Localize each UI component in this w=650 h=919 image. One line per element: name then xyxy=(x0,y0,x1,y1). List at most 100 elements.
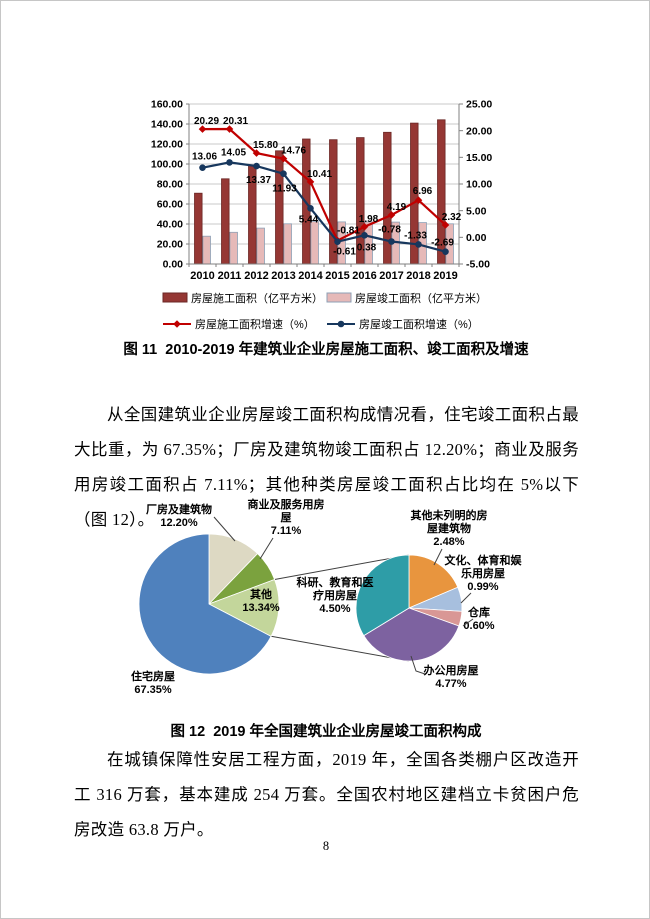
svg-text:20.00: 20.00 xyxy=(157,239,183,251)
paragraph-completion-composition: 从全国建筑业企业房屋竣工面积构成情况看，住宅竣工面积占最大比重，为 67.35%… xyxy=(74,405,579,529)
svg-text:住宅房屋: 住宅房屋 xyxy=(131,669,175,683)
svg-text:20.31: 20.31 xyxy=(223,116,248,127)
svg-text:厂房及建筑物: 厂房及建筑物 xyxy=(146,502,212,516)
svg-text:其他未列明的房: 其他未列明的房 xyxy=(411,508,488,522)
svg-text:其他: 其他 xyxy=(250,587,272,601)
primary-slice-3 xyxy=(138,533,272,675)
svg-text:-1.33: -1.33 xyxy=(404,230,427,241)
svg-text:-0.78: -0.78 xyxy=(378,224,401,235)
svg-text:7.11%: 7.11% xyxy=(271,525,302,537)
svg-text:120.00: 120.00 xyxy=(151,139,183,151)
svg-text:15.00: 15.00 xyxy=(466,152,492,164)
figure12-caption: 图 12 2019 年全国建筑业企业房屋竣工面积构成 xyxy=(170,724,482,740)
pie-connector-lines xyxy=(271,554,410,662)
page-number: 8 xyxy=(322,839,330,853)
svg-text:1.98: 1.98 xyxy=(359,214,379,225)
svg-text:80.00: 80.00 xyxy=(157,179,183,191)
svg-text:14.76: 14.76 xyxy=(281,146,306,157)
secondary-slice-0 xyxy=(408,554,459,609)
svg-text:14.05: 14.05 xyxy=(221,147,246,158)
svg-text:12.20%: 12.20% xyxy=(160,517,198,529)
svg-text:10.41: 10.41 xyxy=(307,169,332,180)
paragraph-housing-projects: 在城镇保障性安居工程方面，2019 年，全国各类棚户区改造开工 316 万套，基… xyxy=(74,750,579,839)
svg-text:5.00: 5.00 xyxy=(466,205,487,217)
svg-text:-0.81: -0.81 xyxy=(337,226,360,237)
svg-text:2011: 2011 xyxy=(218,270,242,282)
axes: 0.00 20.00 40.00 60.00 80.00 100.00 120.00 140.… xyxy=(151,99,493,282)
primary-slice-2 xyxy=(208,578,280,637)
svg-text:房屋施工面积（亿平方米）: 房屋施工面积（亿平方米） xyxy=(191,291,323,305)
svg-text:2010: 2010 xyxy=(190,270,214,282)
svg-text:4.50%: 4.50% xyxy=(319,603,350,615)
svg-text:140.00: 140.00 xyxy=(151,119,183,131)
svg-text:13.37: 13.37 xyxy=(246,175,271,186)
svg-text:疗用房屋: 疗用房屋 xyxy=(313,588,357,602)
svg-text:乐用房屋: 乐用房屋 xyxy=(461,566,505,580)
svg-text:-0.61: -0.61 xyxy=(333,247,356,258)
bar-2013-s0 xyxy=(275,150,284,265)
secondary-pie xyxy=(355,554,463,662)
bar-2015-s0 xyxy=(329,139,338,265)
svg-text:2.48%: 2.48% xyxy=(433,536,464,548)
svg-text:20.00: 20.00 xyxy=(466,125,492,137)
svg-text:屋: 屋 xyxy=(281,511,292,524)
bar-2011-s1 xyxy=(229,231,238,265)
svg-text:2.32: 2.32 xyxy=(442,212,462,223)
svg-text:2015: 2015 xyxy=(325,270,349,282)
svg-text:屋建筑物: 屋建筑物 xyxy=(427,521,471,535)
svg-text:-2.69: -2.69 xyxy=(431,238,454,249)
svg-text:-5.00: -5.00 xyxy=(466,259,490,271)
svg-text:11.93: 11.93 xyxy=(272,184,297,195)
svg-text:10.00: 10.00 xyxy=(466,179,492,191)
svg-text:0.00: 0.00 xyxy=(163,259,184,271)
svg-text:4.77%: 4.77% xyxy=(435,678,466,690)
svg-text:2017: 2017 xyxy=(379,270,403,282)
svg-text:0.38: 0.38 xyxy=(357,242,377,253)
figure11-caption: 图 11 2010-2019 年建筑业企业房屋施工面积、竣工面积及增速 xyxy=(123,342,529,358)
svg-text:60.00: 60.00 xyxy=(157,199,183,211)
svg-text:房屋竣工面积（亿平方米）: 房屋竣工面积（亿平方米） xyxy=(355,291,487,305)
svg-text:仓库: 仓库 xyxy=(467,605,490,619)
bar-2011-s0 xyxy=(221,178,230,265)
svg-text:20.29: 20.29 xyxy=(194,116,219,127)
svg-text:13.06: 13.06 xyxy=(192,152,217,163)
svg-text:67.35%: 67.35% xyxy=(134,684,172,696)
bar-2014-s1 xyxy=(310,221,319,265)
legend: 房屋施工面积（亿平方米） 房屋竣工面积（亿平方米） 房屋施工面积增速（%） 房屋竣工面… xyxy=(162,291,487,331)
secondary-slice-4 xyxy=(355,554,410,637)
svg-text:2018: 2018 xyxy=(406,270,430,282)
bar-2012-s1 xyxy=(256,227,265,265)
svg-text:6.96: 6.96 xyxy=(413,186,433,197)
svg-text:4.19: 4.19 xyxy=(387,202,407,213)
bar-2010-s1 xyxy=(202,235,211,265)
svg-text:5.44: 5.44 xyxy=(299,214,319,225)
svg-text:40.00: 40.00 xyxy=(157,219,183,231)
svg-text:2016: 2016 xyxy=(352,270,376,282)
svg-text:科研、教育和医: 科研、教育和医 xyxy=(297,575,374,589)
figure11-combo-chart: 0.00 20.00 40.00 60.00 80.00 100.00 120.00 140.… xyxy=(151,99,493,331)
svg-text:13.34%: 13.34% xyxy=(242,602,280,614)
svg-text:2019: 2019 xyxy=(433,270,457,282)
svg-text:25.00: 25.00 xyxy=(466,99,492,111)
svg-text:160.00: 160.00 xyxy=(151,99,183,111)
svg-text:2014: 2014 xyxy=(298,270,323,282)
bar-2013-s1 xyxy=(283,223,292,265)
svg-text:2013: 2013 xyxy=(271,270,295,282)
primary-pie xyxy=(138,533,280,675)
svg-text:2012: 2012 xyxy=(244,270,268,282)
svg-text:办公用房屋: 办公用房屋 xyxy=(424,663,479,677)
svg-text:文化、体育和娱: 文化、体育和娱 xyxy=(445,553,523,567)
svg-text:0.99%: 0.99% xyxy=(467,581,498,593)
svg-text:100.00: 100.00 xyxy=(151,159,183,171)
svg-text:0.60%: 0.60% xyxy=(463,620,494,632)
svg-text:房屋竣工面积增速（%）: 房屋竣工面积增速（%） xyxy=(359,317,479,331)
svg-text:15.80: 15.80 xyxy=(253,140,278,151)
bar-2010-s0 xyxy=(194,192,203,265)
svg-text:0.00: 0.00 xyxy=(466,232,487,244)
svg-text:商业及服务用房: 商业及服务用房 xyxy=(248,497,325,511)
svg-text:房屋施工面积增速（%）: 房屋施工面积增速（%） xyxy=(195,317,315,331)
